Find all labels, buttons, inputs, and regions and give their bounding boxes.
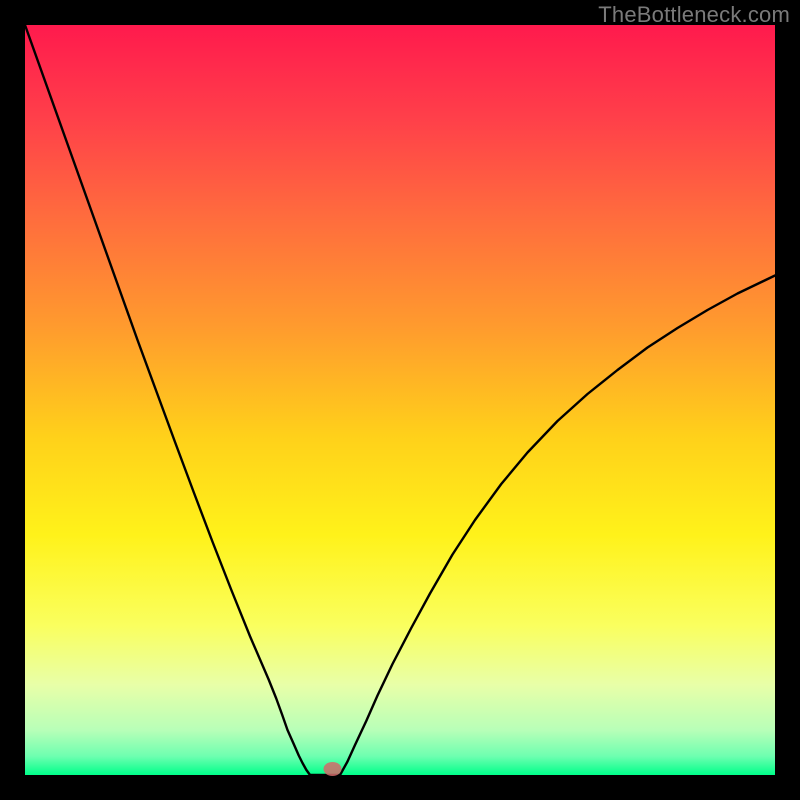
chart-container: { "meta": { "watermark": "TheBottleneck.…	[0, 0, 800, 800]
bottleneck-chart	[0, 0, 800, 800]
watermark-text: TheBottleneck.com	[598, 2, 790, 28]
